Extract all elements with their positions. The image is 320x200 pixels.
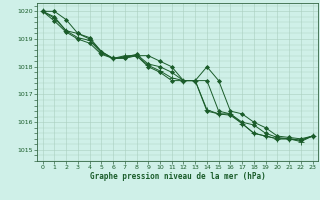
X-axis label: Graphe pression niveau de la mer (hPa): Graphe pression niveau de la mer (hPa): [90, 172, 266, 181]
